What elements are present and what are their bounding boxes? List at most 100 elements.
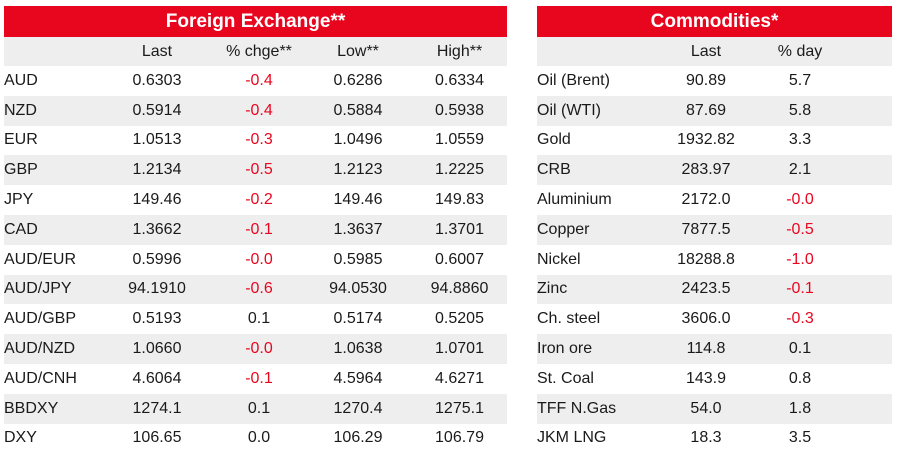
commodity-pct-day-cell: -1.0 <box>786 250 814 268</box>
fx-low-cell: 0.5884 <box>333 101 383 119</box>
fx-header-last: Last <box>141 42 173 60</box>
commodity-last-cell: 283.97 <box>681 161 731 179</box>
commodity-name-cell: Oil (WTI) <box>537 101 601 119</box>
table-row: Nickel 18288.8 -1.0 <box>537 245 892 275</box>
table-row: Zinc 2423.5 -0.1 <box>537 274 892 305</box>
fx-high-cell: 0.5205 <box>435 310 484 328</box>
commodity-name-cell: CRB <box>537 161 571 179</box>
fx-pair-cell: AUD/NZD <box>4 340 76 358</box>
fx-pair-cell: AUD/EUR <box>4 250 77 268</box>
fx-low-cell: 0.6286 <box>333 71 383 89</box>
fx-last-cell: 1274.1 <box>132 399 182 417</box>
commodity-pct-day-cell: -0.0 <box>786 191 814 209</box>
fx-high-cell: 94.8860 <box>430 280 489 298</box>
commodity-last-cell: 18.3 <box>690 429 722 447</box>
table-row: CAD 1.3662 -0.1 1.3637 1.3701 <box>4 214 507 245</box>
fx-last-cell: 1.3662 <box>132 220 182 238</box>
fx-high-cell: 1.0559 <box>435 131 484 149</box>
table-row: Oil (WTI) 87.69 5.8 <box>537 95 892 126</box>
commodity-name-cell: Oil (Brent) <box>537 71 610 89</box>
fx-pct-change-cell: -0.3 <box>245 131 273 149</box>
fx-header-row: Last % chge** Low** High** <box>4 37 507 66</box>
table-row: St. Coal 143.9 0.8 <box>537 364 892 394</box>
fx-pct-change-cell: -0.1 <box>245 369 273 387</box>
fx-low-cell: 94.0530 <box>329 280 387 298</box>
fx-pair-cell: AUD/GBP <box>4 310 77 328</box>
commodity-name-cell: Gold <box>537 131 571 149</box>
table-row: JPY 149.46 -0.2 149.46 149.83 <box>4 185 507 215</box>
commodity-pct-day-cell: -0.1 <box>786 280 814 298</box>
commodity-pct-day-cell: 3.5 <box>788 429 812 447</box>
table-row: AUD/GBP 0.5193 0.1 0.5174 0.5205 <box>4 304 507 334</box>
table-row: BBDXY 1274.1 0.1 1270.4 1275.1 <box>4 393 507 424</box>
fx-high-cell: 0.6007 <box>435 250 484 268</box>
table-row: Gold 1932.82 3.3 <box>537 126 892 156</box>
fx-last-cell: 94.1910 <box>128 280 186 298</box>
fx-low-cell: 1.0496 <box>333 131 383 149</box>
fx-low-cell: 0.5985 <box>333 250 383 268</box>
commodity-pct-day-cell: 5.7 <box>788 71 812 89</box>
table-row: GBP 1.2134 -0.5 1.2123 1.2225 <box>4 155 507 186</box>
fx-pair-cell: GBP <box>4 161 38 179</box>
fx-last-cell: 1.0513 <box>132 131 182 149</box>
fx-pair-cell: AUD/JPY <box>4 280 72 298</box>
table-row: Ch. steel 3606.0 -0.3 <box>537 304 892 334</box>
commodity-name-cell: Iron ore <box>537 340 593 358</box>
commodity-last-cell: 90.89 <box>685 71 727 89</box>
commodity-pct-day-cell: 2.1 <box>788 161 812 179</box>
table-row: EUR 1.0513 -0.3 1.0496 1.0559 <box>4 126 507 156</box>
commodity-last-cell: 2423.5 <box>681 280 731 298</box>
foreign-exchange-table: Foreign Exchange** Last % chge** Low** H… <box>4 6 507 453</box>
table-row: Copper 7877.5 -0.5 <box>537 214 892 245</box>
fx-low-cell: 1.0638 <box>333 340 383 358</box>
commodity-pct-day-cell: -0.5 <box>786 220 814 238</box>
fx-pair-cell: BBDXY <box>4 399 59 417</box>
fx-last-cell: 0.5914 <box>132 101 182 119</box>
fx-high-cell: 149.83 <box>435 191 484 209</box>
fx-pair-cell: CAD <box>4 220 38 238</box>
fx-pct-change-cell: -0.4 <box>245 101 273 119</box>
commodity-pct-day-cell: 3.3 <box>788 131 812 149</box>
fx-last-cell: 0.6303 <box>132 71 182 89</box>
fx-pair-cell: JPY <box>4 191 34 209</box>
fx-low-cell: 4.5964 <box>333 369 383 387</box>
fx-pct-change-cell: -0.1 <box>245 220 273 238</box>
fx-last-cell: 1.2134 <box>132 161 182 179</box>
commodity-last-cell: 18288.8 <box>677 250 735 268</box>
fx-high-cell: 106.79 <box>435 429 484 447</box>
commodity-last-cell: 1932.82 <box>677 131 735 149</box>
fx-low-cell: 1270.4 <box>333 399 383 417</box>
fx-high-cell: 1.2225 <box>435 161 484 179</box>
fx-pct-change-cell: 0.1 <box>247 310 271 328</box>
commodity-last-cell: 54.0 <box>690 399 722 417</box>
commodity-name-cell: Zinc <box>537 280 568 298</box>
table-row: AUD/JPY 94.1910 -0.6 94.0530 94.8860 <box>4 274 507 305</box>
table-row: Aluminium 2172.0 -0.0 <box>537 185 892 215</box>
commodities-header-pct-day: % day <box>777 42 823 60</box>
fx-pair-cell: AUD/CNH <box>4 369 77 387</box>
table-row: JKM LNG 18.3 3.5 <box>537 424 892 454</box>
commodity-last-cell: 87.69 <box>685 101 727 119</box>
fx-header-high: High** <box>436 42 483 60</box>
fx-high-cell: 1275.1 <box>435 399 484 417</box>
commodity-pct-day-cell: 0.1 <box>788 340 812 358</box>
commodity-name-cell: JKM LNG <box>537 429 607 447</box>
fx-pct-change-cell: 0.0 <box>247 429 271 447</box>
fx-high-cell: 4.6271 <box>435 369 484 387</box>
table-row: CRB 283.97 2.1 <box>537 155 892 186</box>
table-row: DXY 106.65 0.0 106.29 106.79 <box>4 424 507 454</box>
fx-high-cell: 0.6334 <box>435 71 484 89</box>
commodity-last-cell: 143.9 <box>685 369 727 387</box>
table-row: Iron ore 114.8 0.1 <box>537 334 892 364</box>
commodity-name-cell: Copper <box>537 220 590 238</box>
fx-header-low: Low** <box>337 42 379 60</box>
commodity-name-cell: Ch. steel <box>537 310 601 328</box>
commodity-name-cell: Nickel <box>537 250 581 268</box>
table-row: AUD 0.6303 -0.4 0.6286 0.6334 <box>4 66 507 96</box>
commodity-last-cell: 114.8 <box>686 340 726 358</box>
commodity-last-cell: 7877.5 <box>681 220 731 238</box>
fx-pair-cell: AUD <box>4 71 38 89</box>
fx-last-cell: 4.6064 <box>132 369 182 387</box>
fx-high-cell: 1.0701 <box>435 340 484 358</box>
fx-low-cell: 149.46 <box>333 191 383 209</box>
